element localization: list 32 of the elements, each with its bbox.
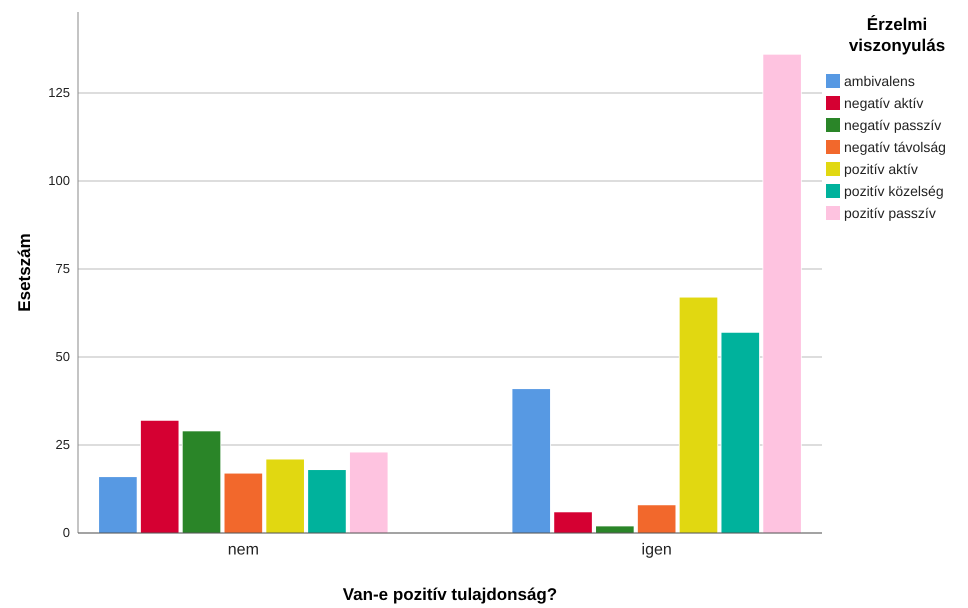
bar [595,526,634,534]
bar [182,430,222,534]
bar [349,452,388,534]
x-tick-label: nem [228,541,259,558]
legend-label: pozitív aktív [844,161,918,177]
y-tick-label: 25 [56,437,70,452]
y-axis-title: Esetszám [15,233,34,312]
legend-label: negatív passzív [844,117,942,133]
y-tick-label: 75 [56,261,70,276]
bar [307,469,347,534]
y-tick-label: 125 [48,85,70,100]
bar [637,504,676,534]
bar [762,54,802,534]
bar [553,511,593,534]
x-axis-title: Van-e pozitív tulajdonság? [342,585,558,604]
y-tick-label: 50 [56,349,70,364]
legend-label: pozitív közelség [844,183,944,199]
legend-label: ambivalens [844,73,915,89]
y-tick-label: 100 [48,173,70,188]
bar [266,458,305,534]
y-tick-label: 0 [62,525,70,540]
legend-label: pozitív passzív [844,205,936,221]
bar [678,296,718,534]
bar [224,472,263,534]
legend-label: negatív aktív [844,95,924,111]
legend-title: Érzelmi viszonyulás [848,14,946,55]
bar [512,388,551,534]
bar [720,332,760,534]
x-tick-label: igen [642,541,672,558]
bar [140,420,180,534]
legend-label: negatív távolság [844,139,946,155]
bar [98,476,138,534]
